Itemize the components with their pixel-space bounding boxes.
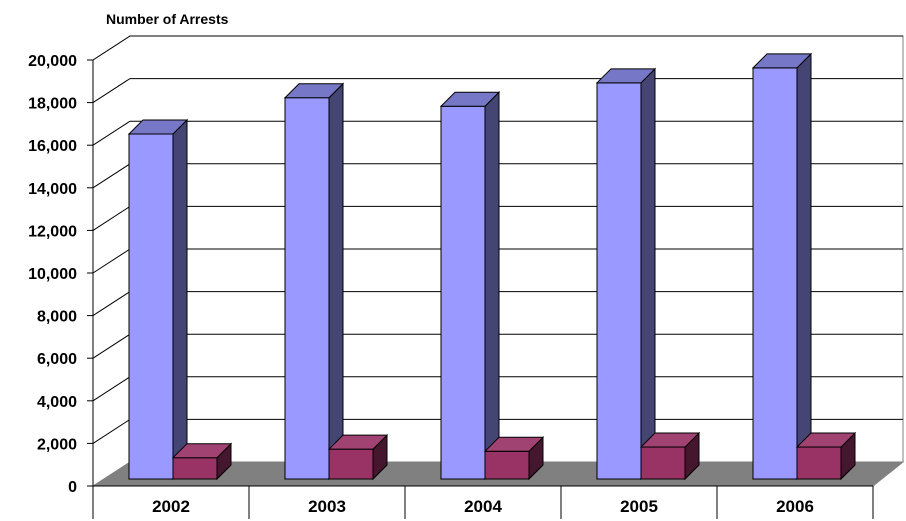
bar-front — [440, 105, 486, 480]
bar-front — [328, 448, 374, 480]
bar — [439, 91, 501, 481]
x-tick-label: 2002 — [152, 497, 190, 516]
bar-front — [596, 82, 642, 480]
y-axis-title: Number of Arrests — [106, 11, 229, 27]
y-tick-label: 18,000 — [28, 96, 77, 113]
bar-top — [483, 436, 545, 452]
bar-top — [639, 432, 701, 448]
bar-front — [284, 97, 330, 480]
bar — [283, 82, 345, 481]
bar-top — [327, 434, 389, 450]
axes — [87, 59, 874, 519]
bar-top — [795, 432, 857, 448]
x-tick-label: 2006 — [776, 497, 814, 516]
bar — [171, 442, 233, 481]
bars — [127, 52, 857, 481]
bar-front — [484, 450, 530, 480]
bar-side — [328, 82, 344, 481]
y-tick-label: 14,000 — [28, 181, 77, 198]
y-tick-label: 20,000 — [28, 53, 77, 70]
y-tick-label: 6,000 — [37, 351, 77, 368]
bar-side — [640, 67, 656, 481]
y-tick-label: 12,000 — [28, 223, 77, 240]
bar — [127, 118, 189, 481]
bar-top — [171, 443, 233, 459]
bar — [595, 67, 657, 481]
bar — [795, 431, 857, 481]
bar — [327, 433, 389, 481]
x-tick-label: 2005 — [620, 497, 658, 516]
y-tick-label: 2,000 — [37, 436, 77, 453]
bar-front — [752, 67, 798, 480]
y-tick-labels: 0 2,000 4,000 6,000 8,000 10,000 12,000 14,000 1… — [28, 53, 77, 496]
gridline — [92, 35, 903, 61]
y-tick-label: 0 — [68, 479, 77, 496]
bar-side — [796, 52, 812, 481]
y-tick-label: 16,000 — [28, 138, 77, 155]
bar — [751, 52, 813, 481]
bar-front — [128, 133, 174, 480]
x-tick-label: 2004 — [464, 497, 502, 516]
x-tick-label: 2003 — [308, 497, 346, 516]
bar-top — [595, 68, 657, 84]
x-tick-labels: 2002 2003 2004 2005 2006 — [152, 497, 814, 516]
bar-top — [283, 83, 345, 99]
bar-front — [172, 457, 218, 480]
bar — [483, 436, 545, 481]
y-tick-label: 8,000 — [37, 309, 77, 326]
bar-front — [640, 446, 686, 480]
y-tick-label: 4,000 — [37, 394, 77, 411]
bar-top — [127, 119, 189, 135]
bar-top — [751, 53, 813, 69]
bar-side — [172, 118, 188, 481]
bar — [639, 431, 701, 481]
bar-top — [439, 91, 501, 107]
bar-side — [484, 91, 500, 481]
bar-front — [796, 446, 842, 480]
y-tick-label: 10,000 — [28, 266, 77, 283]
